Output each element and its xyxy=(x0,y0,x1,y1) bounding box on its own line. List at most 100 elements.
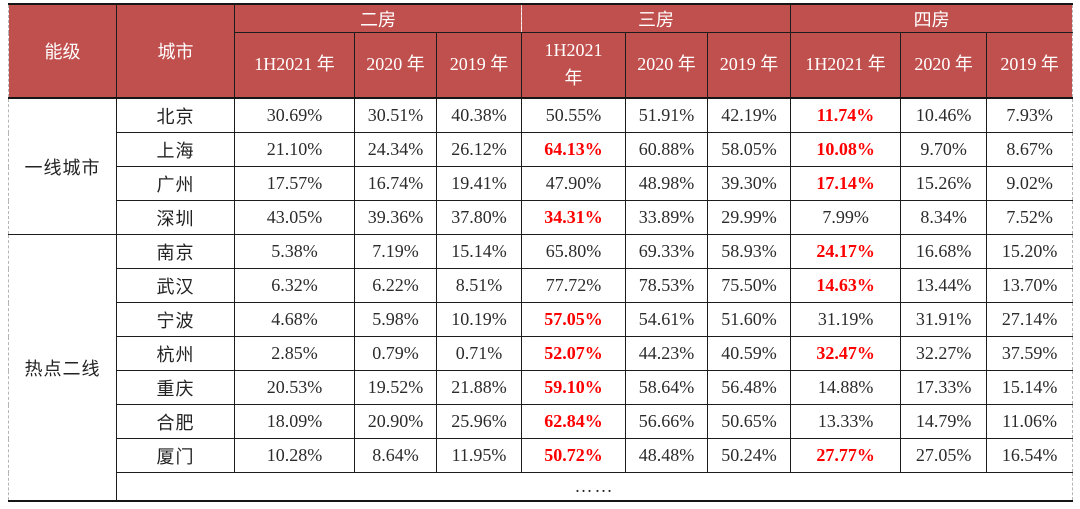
value-cell: 37.59% xyxy=(986,336,1074,371)
value-cell: 60.88% xyxy=(625,132,709,167)
value-cell: 30.51% xyxy=(354,97,437,133)
header-4room-2019: 2019 年 xyxy=(986,32,1074,99)
ellipsis-row: …… xyxy=(9,472,1074,502)
table-header: 能级 城市 二房 三房 四房 1H2021 年 2020 年 2019 年 1H… xyxy=(8,3,1074,99)
room-share-table: 能级 城市 二房 三房 四房 1H2021 年 2020 年 2019 年 1H… xyxy=(8,3,1074,502)
value-cell: 21.88% xyxy=(435,370,523,405)
city-cell: 宁波 xyxy=(116,302,235,337)
header-3room-2019: 2019 年 xyxy=(707,32,792,99)
value-cell: 24.34% xyxy=(354,132,437,167)
value-cell: 42.19% xyxy=(707,97,792,133)
table-row: 合肥 18.09% 20.90% 25.96% 62.84% 56.66% 50.65% 13… xyxy=(9,404,1074,439)
value-cell: 43.05% xyxy=(234,200,355,235)
value-cell: 20.53% xyxy=(234,370,355,405)
value-cell: 24.17% xyxy=(790,234,902,269)
value-cell: 32.47% xyxy=(790,336,902,371)
value-cell: 57.05% xyxy=(521,302,627,337)
value-cell: 31.91% xyxy=(900,302,988,337)
value-cell: 62.84% xyxy=(521,404,627,439)
header-group-3room: 三房 xyxy=(521,3,792,33)
table-row: 武汉 6.32% 6.22% 8.51% 77.72% 78.53% 75.50% 14.63… xyxy=(9,268,1074,303)
table-row: 杭州 2.85% 0.79% 0.71% 52.07% 44.23% 40.59% 32.47… xyxy=(9,336,1074,371)
value-cell: 51.91% xyxy=(625,97,709,133)
value-cell: 50.24% xyxy=(707,438,792,473)
value-cell: 19.41% xyxy=(435,166,523,201)
city-cell: 杭州 xyxy=(116,336,235,371)
value-cell: 64.13% xyxy=(521,132,627,167)
value-cell: 27.77% xyxy=(790,438,902,473)
value-cell: 0.71% xyxy=(435,336,523,371)
value-cell: 11.06% xyxy=(986,404,1074,439)
value-cell: 10.46% xyxy=(900,97,988,133)
header-2room-2020: 2020 年 xyxy=(354,32,437,99)
city-cell: 合肥 xyxy=(116,404,235,439)
level-cell: 一线城市 xyxy=(8,97,117,235)
value-cell: 56.66% xyxy=(625,404,709,439)
value-cell: 9.02% xyxy=(986,166,1074,201)
value-cell: 39.36% xyxy=(354,200,437,235)
value-cell: 59.10% xyxy=(521,370,627,405)
value-cell: 14.79% xyxy=(900,404,988,439)
value-cell: 14.88% xyxy=(790,370,902,405)
city-cell: 北京 xyxy=(116,97,235,133)
value-cell: 56.48% xyxy=(707,370,792,405)
header-level: 能级 xyxy=(8,3,117,99)
table-row: 热点二线 南京 5.38% 7.19% 15.14% 65.80% 69.33% 58.93%… xyxy=(8,234,1074,502)
value-cell: 50.72% xyxy=(521,438,627,473)
table-row: 重庆 20.53% 19.52% 21.88% 59.10% 58.64% 56.48% 14… xyxy=(9,370,1074,405)
value-cell: 48.48% xyxy=(625,438,709,473)
value-cell: 8.51% xyxy=(435,268,523,303)
value-cell: 77.72% xyxy=(521,268,627,303)
value-cell: 33.89% xyxy=(625,200,709,235)
table-row: 厦门 10.28% 8.64% 11.95% 50.72% 48.48% 50.24% 27.… xyxy=(9,438,1074,473)
value-cell: 40.59% xyxy=(707,336,792,371)
value-cell: 27.14% xyxy=(986,302,1074,337)
city-cell: 深圳 xyxy=(116,200,235,235)
value-cell: 7.99% xyxy=(790,200,902,235)
header-group-row: 能级 城市 二房 三房 四房 xyxy=(8,3,1074,99)
value-cell: 15.14% xyxy=(986,370,1074,405)
value-cell: 15.20% xyxy=(986,234,1074,269)
value-cell: 75.50% xyxy=(707,268,792,303)
value-cell: 47.90% xyxy=(521,166,627,201)
value-cell: 6.32% xyxy=(234,268,355,303)
value-cell: 39.30% xyxy=(707,166,792,201)
header-4room-2020: 2020 年 xyxy=(900,32,988,99)
value-cell: 8.34% xyxy=(900,200,988,235)
header-2room-1h2021: 1H2021 年 xyxy=(234,32,355,99)
header-group-4room: 四房 xyxy=(790,3,1074,33)
value-cell: 48.98% xyxy=(625,166,709,201)
value-cell: 16.54% xyxy=(986,438,1074,473)
header-4room-1h2021: 1H2021 年 xyxy=(790,32,902,99)
city-cell: 武汉 xyxy=(116,268,235,303)
value-cell: 30.69% xyxy=(234,97,355,133)
level-cell: 热点二线 xyxy=(8,234,117,502)
city-cell: 厦门 xyxy=(116,438,235,473)
value-cell: 25.96% xyxy=(435,404,523,439)
table-body: 一线城市 北京 30.69% 30.51% 40.38% 50.55% 51.91% 42.1… xyxy=(8,97,1074,502)
value-cell: 18.09% xyxy=(234,404,355,439)
value-cell: 15.26% xyxy=(900,166,988,201)
value-cell: 17.33% xyxy=(900,370,988,405)
value-cell: 6.22% xyxy=(354,268,437,303)
value-cell: 13.44% xyxy=(900,268,988,303)
value-cell: 44.23% xyxy=(625,336,709,371)
value-cell: 34.31% xyxy=(521,200,627,235)
value-cell: 31.19% xyxy=(790,302,902,337)
value-cell: 7.19% xyxy=(354,234,437,269)
header-3room-1h2021: 1H2021 年 xyxy=(521,32,627,99)
ellipsis-cell: …… xyxy=(115,472,1074,502)
value-cell: 17.57% xyxy=(234,166,355,201)
value-cell: 21.10% xyxy=(234,132,355,167)
value-cell: 2.85% xyxy=(234,336,355,371)
value-cell: 16.74% xyxy=(354,166,437,201)
value-cell: 58.93% xyxy=(707,234,792,269)
value-cell: 13.33% xyxy=(790,404,902,439)
city-cell: 重庆 xyxy=(116,370,235,405)
value-cell: 11.74% xyxy=(790,97,902,133)
value-cell: 16.68% xyxy=(900,234,988,269)
city-cell: 广州 xyxy=(116,166,235,201)
value-cell: 0.79% xyxy=(354,336,437,371)
table-row: 上海 21.10% 24.34% 26.12% 64.13% 60.88% 58.05% 10… xyxy=(9,132,1074,167)
value-cell: 15.14% xyxy=(435,234,523,269)
